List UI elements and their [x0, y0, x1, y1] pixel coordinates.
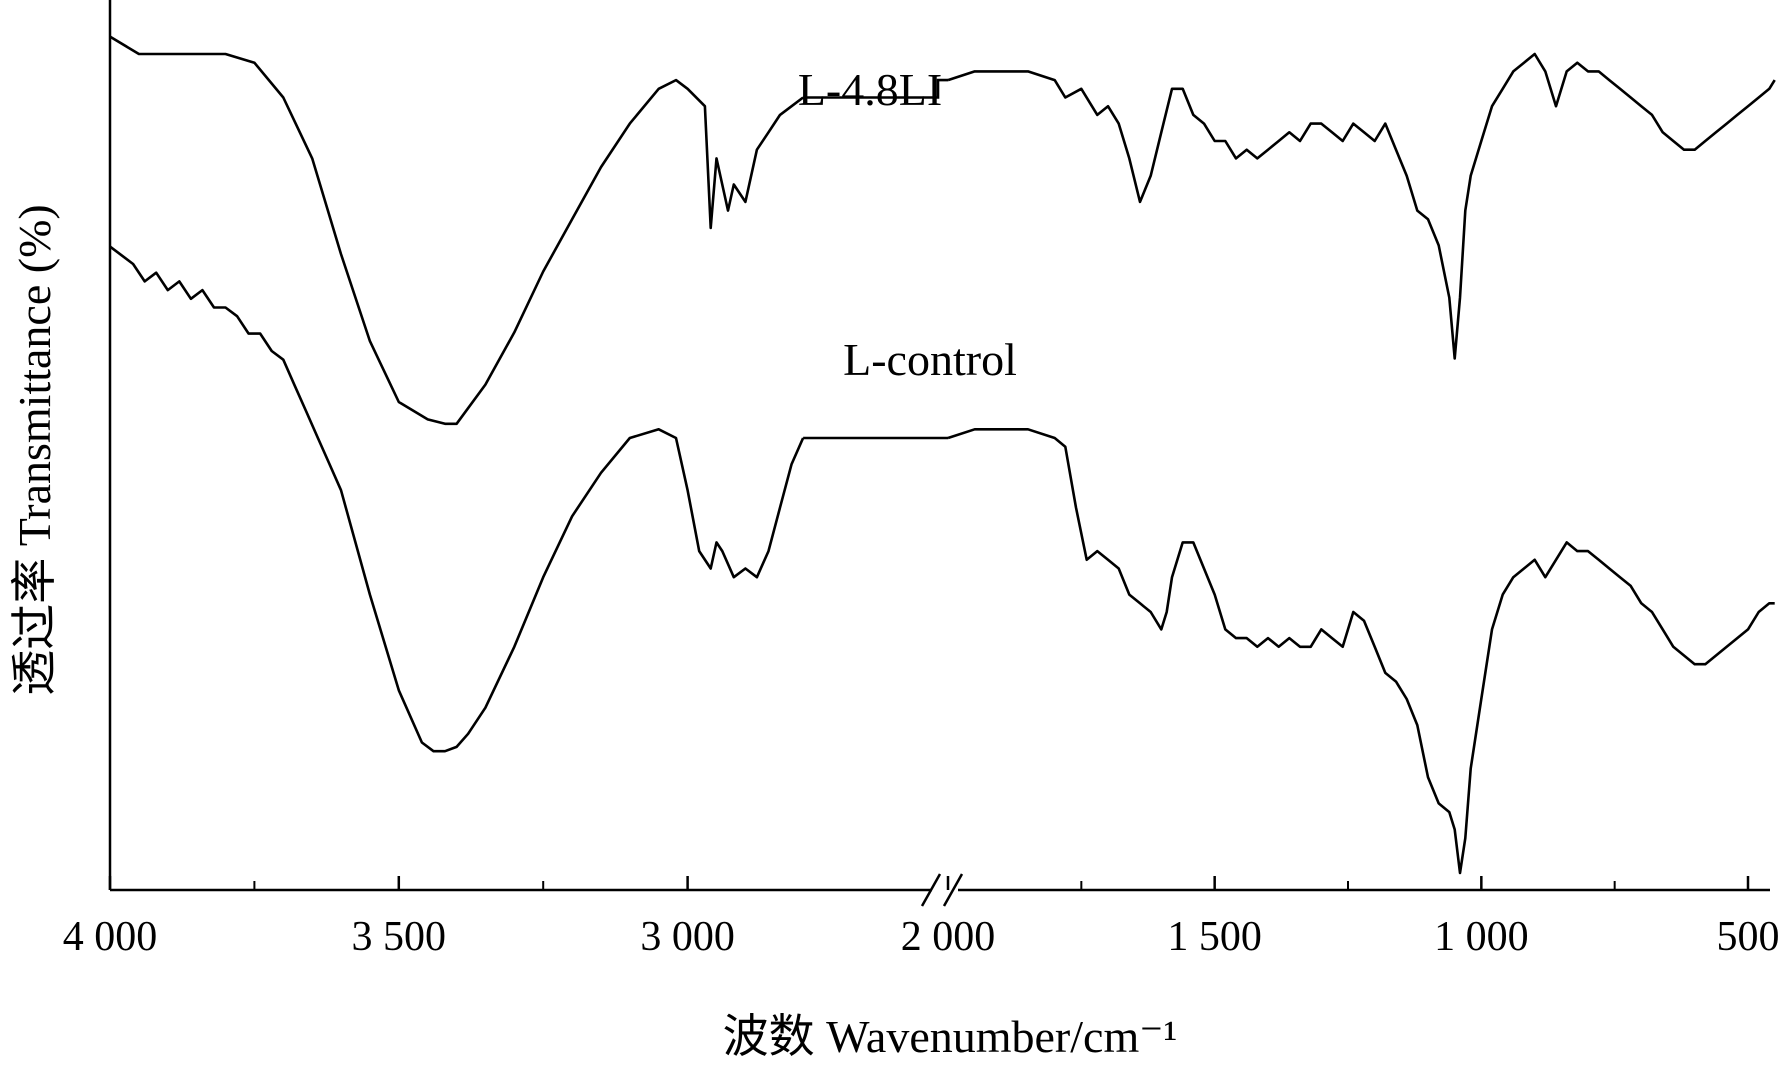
- x-tick-label: 1 000: [1434, 914, 1529, 960]
- series-label-l-4-8li: L-4.8LI: [798, 64, 942, 115]
- series-label-l-control: L-control: [843, 334, 1017, 385]
- x-tick-label: 2 000: [901, 914, 996, 960]
- x-tick-label: 3 000: [640, 914, 735, 960]
- x-tick-label: 4 000: [63, 914, 158, 960]
- x-axis-title: 波数 Wavenumber/cm⁻¹: [723, 1011, 1178, 1062]
- axis-break-mark: [920, 873, 942, 907]
- axis-break-mark: [942, 873, 964, 907]
- x-tick-label: 1 500: [1167, 914, 1262, 960]
- series-layer: [109, 35, 1776, 875]
- series-line-l-4-8li: [109, 35, 804, 426]
- series-break-connector: [803, 78, 948, 99]
- y-axis-title: 透过率 Transmittance (%): [9, 204, 60, 695]
- series-line-l-control: [109, 245, 805, 753]
- x-tick-label: 3 500: [352, 914, 447, 960]
- labels-layer: 波数 Wavenumber/cm⁻¹ 透过率 Transmittance (%) L…: [9, 64, 1177, 1062]
- series-line-l-4-8li: [947, 52, 1776, 360]
- chart-axes: 4 000 3 500 3 000 2 000 1 500 1 000 500: [63, 0, 1780, 960]
- x-tick-label: 500: [1717, 914, 1780, 960]
- series-line-l-control: [947, 428, 1775, 875]
